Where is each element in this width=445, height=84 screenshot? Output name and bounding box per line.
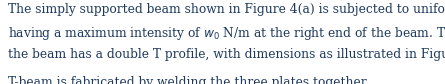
Text: the beam has a double T profile, with dimensions as illustrated in Figure 4(b). : the beam has a double T profile, with di… [8, 48, 445, 61]
Text: T-beam is fabricated by welding the three plates together.: T-beam is fabricated by welding the thre… [8, 76, 369, 84]
Text: The simply supported beam shown in Figure 4(a) is subjected to uniformly varying: The simply supported beam shown in Figur… [8, 3, 445, 16]
Text: having a maximum intensity of $\mathit{w}_0$ N/m at the right end of the beam. T: having a maximum intensity of $\mathit{w… [8, 25, 445, 42]
